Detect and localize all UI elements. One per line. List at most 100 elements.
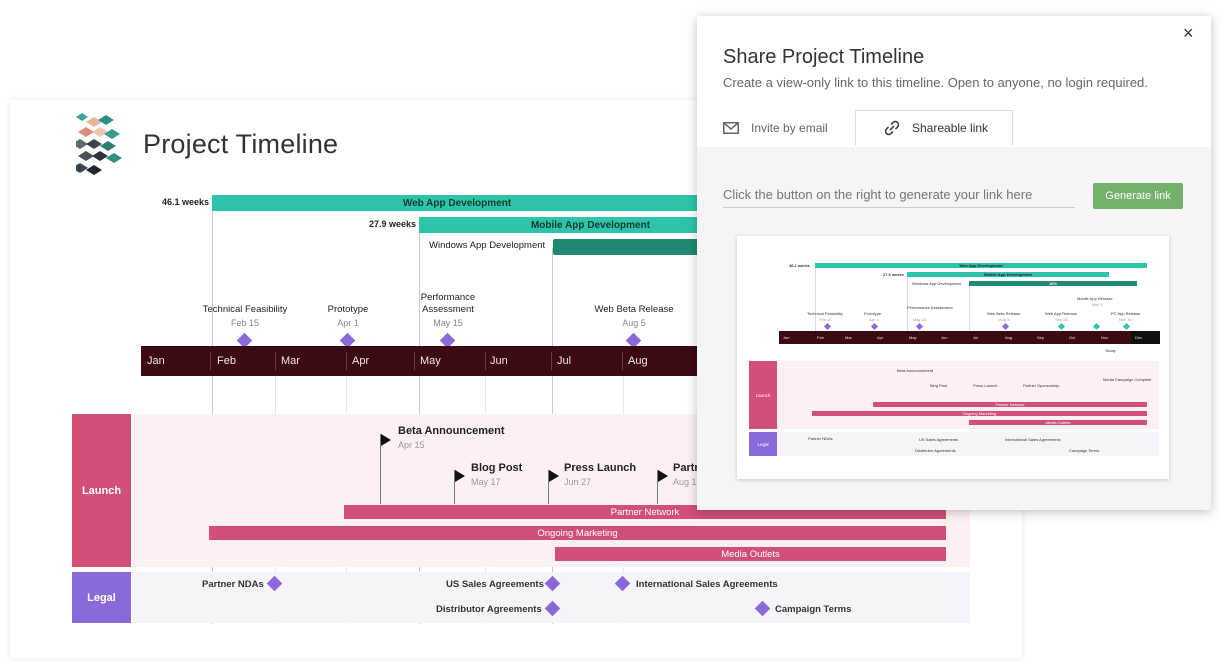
preview-milestone-label: Technical Feasibility <box>807 311 843 316</box>
preview-diamond <box>1092 322 1101 331</box>
month-divider <box>346 352 347 370</box>
preview-grid-line <box>969 286 970 333</box>
event-date: Apr 15 <box>398 440 425 450</box>
month-divider <box>414 352 415 370</box>
preview-milestone-label: PC App Release <box>1111 311 1141 316</box>
task-label-windows-app: Windows App Development <box>429 240 546 251</box>
share-body: Generate link 46.1 weeks Web App Develop… <box>697 147 1211 510</box>
generate-link-button[interactable]: Generate link <box>1093 183 1183 209</box>
preview-duration: 46.1 weeks <box>789 263 810 268</box>
flag-pole <box>380 434 381 504</box>
tab-label: Shareable link <box>912 121 989 135</box>
tab-shareable-link[interactable]: Shareable link <box>855 110 1013 146</box>
preview-diamond <box>1057 322 1066 331</box>
flag-pole <box>657 470 658 504</box>
event-title: Partn <box>673 462 702 474</box>
flag-icon <box>658 470 668 482</box>
preview-milestone-label: Prototype <box>864 311 882 316</box>
preview-lane-legal: Legal <box>749 432 777 456</box>
milestone-label: Performance <box>420 292 476 303</box>
event-date: May 17 <box>471 477 501 487</box>
preview-event: Partner Sponsorship <box>1023 383 1060 388</box>
launch-bar[interactable]: Media Outlets <box>555 547 946 561</box>
launch-bar[interactable]: Ongoing Marketing <box>209 526 946 540</box>
preview-legal-item: Campaign Terms <box>1069 448 1100 453</box>
flag-pole <box>454 470 455 504</box>
month-label: Aug <box>628 355 648 367</box>
flag-icon <box>381 434 391 446</box>
flag-icon <box>455 470 465 482</box>
month-divider <box>485 352 486 370</box>
link-icon <box>884 120 900 136</box>
preview-launch-bar: Media Outlets <box>969 420 1147 425</box>
preview-event: Blog Post <box>930 383 948 388</box>
preview-milestone-date: Nov 1 <box>1092 302 1103 307</box>
event-date: Jun 27 <box>564 477 592 487</box>
task-bar-windows-app[interactable] <box>553 239 702 255</box>
timeline-preview: 46.1 weeks Web App Development 27.9 week… <box>737 236 1169 479</box>
legal-item-label: US Sales Agreements <box>446 579 544 590</box>
month-label: May <box>420 355 441 367</box>
month-label: Jan <box>147 355 165 367</box>
preview-milestone-date: Sep 28 <box>1055 317 1068 322</box>
preview-task-bar: Web App Development <box>815 263 1147 268</box>
milestone-date: Apr 1 <box>337 318 359 328</box>
preview-milestone-date: Nov 30 <box>1119 317 1132 322</box>
tab-invite-by-email[interactable]: Invite by email <box>723 110 853 146</box>
milestone-date: Feb 15 <box>230 318 260 328</box>
task-bar-mobile-app[interactable]: Mobile App Development <box>419 217 702 233</box>
page-title: Project Timeline <box>143 129 339 159</box>
share-dialog: × Share Project Timeline Create a view-o… <box>697 16 1211 510</box>
month-label: Apr <box>352 355 370 367</box>
dialog-title: Share Project Timeline <box>723 46 925 68</box>
milestone-date: Aug 5 <box>622 318 646 328</box>
legal-item-label: Distributor Agreements <box>436 604 542 615</box>
month-divider <box>551 352 552 370</box>
month-label: Jun <box>490 355 508 367</box>
close-icon[interactable]: × <box>1183 23 1194 43</box>
preview-event: Media Campaign Complete <box>1103 377 1152 382</box>
preview-diamond <box>1122 322 1131 331</box>
preview-task-progress: 10% <box>1048 281 1057 286</box>
milestone-label: Technical Feasibility <box>202 304 288 315</box>
preview-task-label: Windows App Development <box>912 281 961 286</box>
preview-month: Oct <box>1069 335 1076 340</box>
legal-item-label: International Sales Agreements <box>636 579 778 590</box>
preview-milestone-label: Web App Release <box>1045 311 1077 316</box>
preview-legal-item: US Sales Agreements <box>919 437 959 442</box>
preview-diamond <box>870 322 879 331</box>
month-label: Mar <box>281 355 300 367</box>
preview-grid-line <box>815 268 816 333</box>
preview-month: Apr <box>877 335 884 340</box>
preview-launch-bar: Partner Network <box>873 402 1147 407</box>
month-band <box>141 346 701 376</box>
milestone-label: Assessment <box>422 304 474 315</box>
share-link-field[interactable] <box>723 181 1075 208</box>
preview-legal-item: International Sales Agreements <box>1005 437 1061 442</box>
logo-icon <box>76 113 122 175</box>
preview-month: Jul <box>973 335 979 340</box>
task-duration: 27.9 weeks <box>368 219 416 229</box>
preview-diamond <box>823 322 832 331</box>
preview-today-label: Today <box>1105 348 1116 353</box>
month-label: Feb <box>217 355 236 367</box>
preview-milestone-label: Mobile App Release <box>1077 296 1113 301</box>
task-bar-web-app[interactable]: Web App Development <box>212 195 702 211</box>
preview-grid-line <box>907 277 908 333</box>
preview-milestone-date: Apr 1 <box>869 317 879 322</box>
swimlane-label-legal: Legal <box>72 572 131 623</box>
legal-item-label: Partner NDAs <box>202 579 264 590</box>
month-label: Jul <box>557 355 572 367</box>
preview-month-band-today <box>1131 331 1160 344</box>
legal-item-label: Campaign Terms <box>775 604 852 615</box>
preview-month: May <box>909 335 917 340</box>
preview-task-bar: 10% <box>969 281 1137 286</box>
preview-milestone-date: Aug 5 <box>999 317 1010 322</box>
preview-diamond <box>915 322 924 331</box>
event-title: Press Launch <box>564 462 637 474</box>
preview-month: Dec <box>1135 335 1143 340</box>
preview-month: Jun <box>941 335 948 340</box>
month-divider <box>275 352 276 370</box>
preview-legal-item: Partner NDAs <box>808 436 833 441</box>
preview-launch-area <box>777 361 1159 429</box>
